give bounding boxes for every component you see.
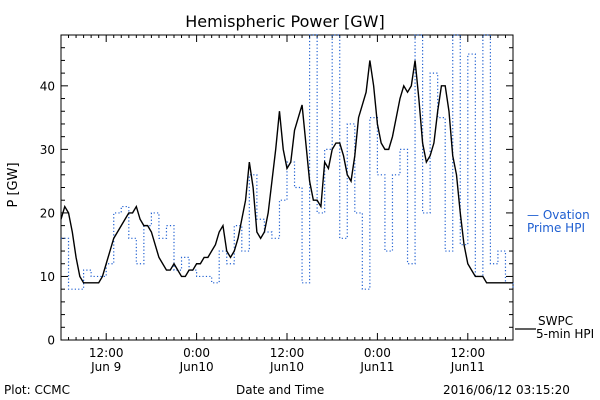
legend-label-swpc: SWPC bbox=[538, 314, 573, 328]
chart-title: Hemispheric Power [GW] bbox=[185, 12, 384, 31]
legend-label-ovation: — Ovation bbox=[527, 208, 590, 222]
y-tick-label: 40 bbox=[40, 79, 55, 93]
footer-timestamp: 2016/06/12 03:15:20 bbox=[443, 383, 570, 397]
x-tick-label: Jun10 bbox=[179, 360, 214, 374]
series-layer bbox=[60, 34, 514, 290]
y-tick-label: 0 bbox=[47, 334, 55, 348]
x-tick-label: Jun10 bbox=[269, 360, 304, 374]
y-tick-label: 20 bbox=[40, 206, 55, 220]
x-tick-label: Jun11 bbox=[450, 360, 485, 374]
series-line-ovation-prime-hpi bbox=[61, 34, 514, 290]
x-tick-label: 0:00 bbox=[183, 346, 210, 360]
x-tick-label: 12:00 bbox=[451, 346, 486, 360]
footer-credit: Plot: CCMC bbox=[4, 383, 70, 397]
x-tick-label: Jun 9 bbox=[90, 360, 121, 374]
x-tick-label: Jun11 bbox=[359, 360, 394, 374]
legend-label-ovation: Prime HPI bbox=[527, 221, 585, 235]
y-axis-label: P [GW] bbox=[6, 162, 21, 207]
x-tick-label: 0:00 bbox=[364, 346, 391, 360]
y-tick-label: 30 bbox=[40, 143, 55, 157]
x-axis-label: Date and Time bbox=[236, 383, 325, 397]
y-tick-label: 10 bbox=[40, 270, 55, 284]
legend-label-swpc: 5-min HPI bbox=[536, 327, 594, 341]
x-tick-label: 12:00 bbox=[270, 346, 305, 360]
series-line-swpc-5-min-hpi bbox=[60, 60, 513, 284]
x-tick-label: 12:00 bbox=[89, 346, 124, 360]
y-axis-ticks: 0 10 20 30 40 bbox=[40, 47, 513, 348]
